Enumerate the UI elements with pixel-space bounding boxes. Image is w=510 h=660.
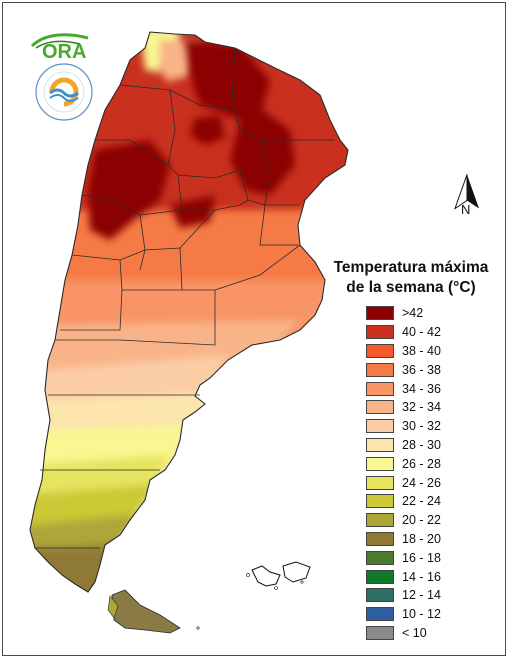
legend-swatch (366, 400, 394, 415)
province-borders (29, 31, 349, 593)
legend-item: 18 - 20 (366, 530, 496, 549)
legend-label: 38 - 40 (402, 343, 441, 358)
legend-item: 22 - 24 (366, 492, 496, 511)
legend-swatch (366, 513, 394, 528)
legend-list: >42 40 - 42 38 - 40 36 - 38 34 - 36 32 - 34 30… (366, 304, 496, 642)
legend-item: 40 - 42 (366, 323, 496, 342)
legend-swatch (366, 343, 394, 358)
legend-item: 34 - 36 (366, 379, 496, 398)
malvinas-islets (196, 573, 304, 630)
legend-swatch (366, 550, 394, 565)
map-frame (2, 2, 506, 656)
tierra-del-fuego-west (107, 595, 119, 619)
legend-swatch (366, 625, 394, 640)
tierra-del-fuego (111, 589, 181, 634)
legend-swatch (366, 306, 394, 321)
legend-item: 12 - 14 (366, 586, 496, 605)
legend-item: 24 - 26 (366, 473, 496, 492)
legend-swatch (366, 531, 394, 546)
legend-label: 26 - 28 (402, 456, 441, 471)
legend-label: 40 - 42 (402, 325, 441, 340)
legend-item: 20 - 22 (366, 511, 496, 530)
legend-swatch (366, 569, 394, 584)
ora-logo: ORA (30, 33, 89, 62)
legend-label: 24 - 26 (402, 475, 441, 490)
legend-swatch (366, 362, 394, 377)
legend-label: < 10 (402, 625, 427, 640)
legend-swatch (366, 588, 394, 603)
legend-item: 38 - 40 (366, 342, 496, 361)
ora-logo-text: ORA (42, 41, 86, 62)
north-arrow-icon (454, 174, 479, 210)
legend-item: 28 - 30 (366, 436, 496, 455)
legend-label: 36 - 38 (402, 362, 441, 377)
north-label: N (461, 202, 471, 217)
legend-swatch (366, 437, 394, 452)
malvinas-islands (251, 561, 311, 587)
legend-item: >42 (366, 304, 496, 323)
legend-swatch (366, 494, 394, 509)
legend-label: 12 - 14 (402, 588, 441, 603)
legend-item: < 10 (366, 624, 496, 643)
smn-logo (35, 63, 93, 121)
legend-label: 16 - 18 (402, 550, 441, 565)
legend-label: 34 - 36 (402, 381, 441, 396)
legend-swatch (366, 475, 394, 490)
legend-label: 20 - 22 (402, 513, 441, 528)
legend-swatch (366, 381, 394, 396)
legend-item: 30 - 32 (366, 417, 496, 436)
legend-swatch (366, 419, 394, 434)
legend-item: 16 - 18 (366, 548, 496, 567)
legend-item: 14 - 16 (366, 567, 496, 586)
legend-item: 26 - 28 (366, 454, 496, 473)
legend-item: 10 - 12 (366, 605, 496, 624)
legend-label: 14 - 16 (402, 569, 441, 584)
legend-label: 18 - 20 (402, 531, 441, 546)
legend-swatch (366, 325, 394, 340)
legend-label: 30 - 32 (402, 419, 441, 434)
legend-item: 36 - 38 (366, 360, 496, 379)
legend-label: 32 - 34 (402, 400, 441, 415)
legend: Temperatura máxima de la semana (°C) >42… (326, 258, 496, 642)
legend-label: >42 (402, 306, 424, 321)
legend-label: 22 - 24 (402, 494, 441, 509)
legend-label: 10 - 12 (402, 607, 441, 622)
legend-item: 32 - 34 (366, 398, 496, 417)
legend-swatch (366, 456, 394, 471)
legend-swatch (366, 607, 394, 622)
legend-title: Temperatura máxima de la semana (°C) (333, 259, 489, 296)
legend-label: 28 - 30 (402, 437, 441, 452)
